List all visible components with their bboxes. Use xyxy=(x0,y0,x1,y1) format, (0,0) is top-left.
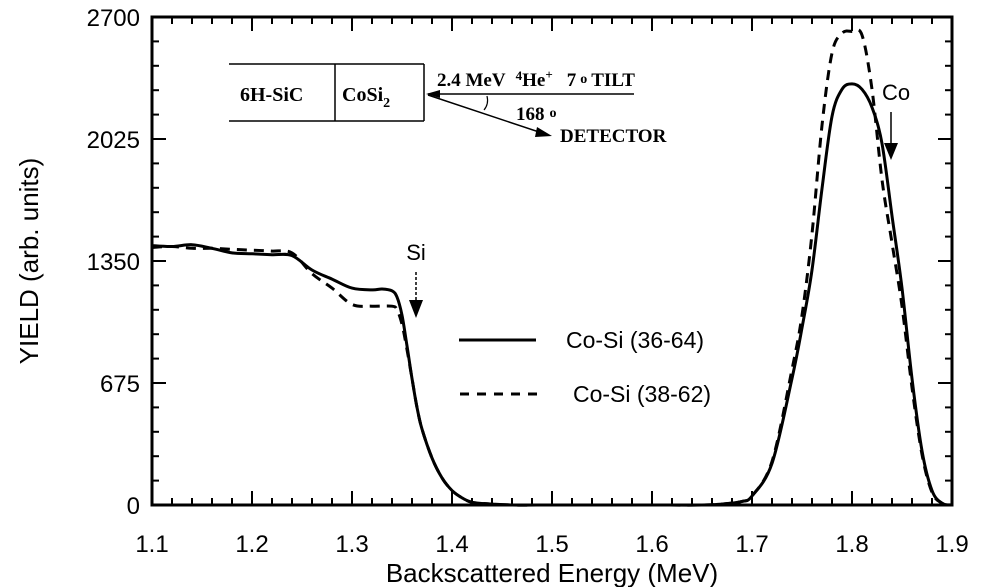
x-tick-labels: 1.1 1.2 1.3 1.4 1.5 1.6 1.7 1.8 1.9 xyxy=(135,531,968,558)
y-tick-label: 2025 xyxy=(87,127,140,154)
y-tick-label: 2700 xyxy=(87,5,140,32)
inset-geometry-schematic: 6H-SiC CoSi2 2.4 MeV 4He+ 7 o TILT 168 o DETE… xyxy=(229,63,667,147)
co-label: Co xyxy=(882,80,910,105)
left-arrow-icon xyxy=(426,90,440,98)
down-arrow-icon xyxy=(884,143,898,160)
film-label: CoSi2 xyxy=(342,84,390,111)
y-tick-label: 1350 xyxy=(87,249,140,276)
x-tick-label: 1.2 xyxy=(235,531,268,558)
series-co-si-36-64-line xyxy=(151,82,953,507)
x-tick-label: 1.8 xyxy=(835,531,868,558)
series-co-si-38-62-line xyxy=(151,28,953,507)
x-tick-label: 1.5 xyxy=(535,531,568,558)
x-tick-label: 1.9 xyxy=(935,531,968,558)
x-tick-label: 1.7 xyxy=(735,531,768,558)
substrate-label: 6H-SiC xyxy=(240,84,303,106)
y-tick-label: 675 xyxy=(100,371,140,398)
angle-arc xyxy=(483,95,489,111)
si-edge-annotation: Si xyxy=(406,240,426,318)
detector-label: DETECTOR xyxy=(560,126,667,147)
down-arrow-icon xyxy=(409,300,423,318)
co-edge-annotation: Co xyxy=(882,80,910,160)
x-tick-label: 1.1 xyxy=(135,531,168,558)
legend-label-solid: Co-Si (36-64) xyxy=(566,327,704,353)
beam-description: 2.4 MeV 4He+ 7 o TILT xyxy=(437,67,635,91)
y-tick-labels: 0 675 1350 2025 2700 xyxy=(87,5,140,520)
legend-label-dashed: Co-Si (38-62) xyxy=(573,381,711,407)
si-label: Si xyxy=(406,240,426,265)
x-tick-label: 1.3 xyxy=(335,531,368,558)
right-arrow-icon xyxy=(535,127,552,137)
x-axis-title: Backscattered Energy (MeV) xyxy=(386,558,718,587)
x-tick-label: 1.6 xyxy=(635,531,668,558)
legend: Co-Si (36-64) Co-Si (38-62) xyxy=(459,327,711,407)
scatter-angle-label: 168 o xyxy=(516,104,557,125)
x-tick-label: 1.4 xyxy=(435,531,468,558)
y-axis-title: YIELD (arb. units) xyxy=(14,158,44,365)
detector-line xyxy=(427,94,546,135)
y-tick-label: 0 xyxy=(127,493,140,520)
